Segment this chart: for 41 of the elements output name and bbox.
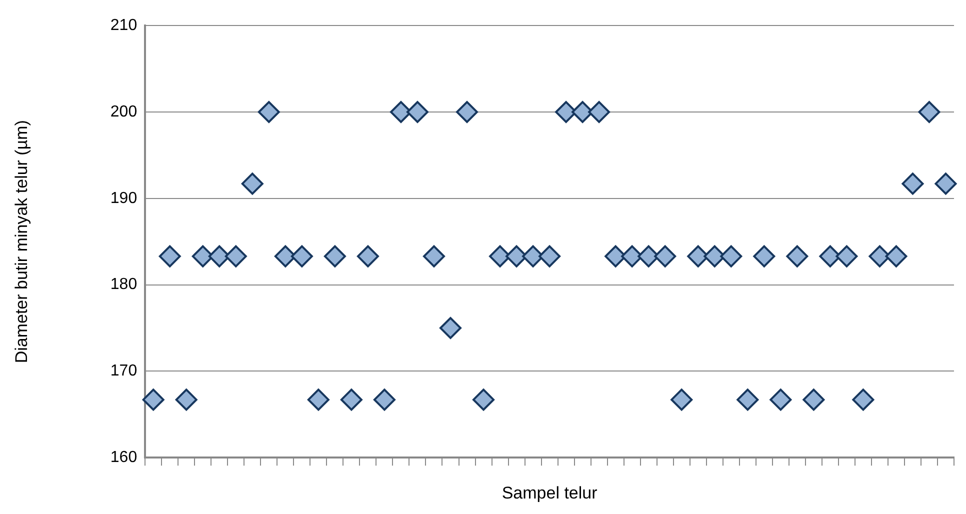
point [786, 245, 808, 268]
x-axis-title: Sampel telur [502, 483, 598, 502]
point [885, 245, 908, 268]
point [324, 245, 346, 268]
point [836, 245, 858, 268]
point [241, 172, 264, 195]
point [852, 388, 874, 411]
y-tick-label: 170 [110, 362, 138, 380]
point [307, 388, 330, 411]
y-tick-label: 200 [110, 103, 138, 120]
y-tick-label: 160 [110, 449, 138, 466]
point [456, 101, 478, 123]
point [142, 388, 164, 411]
y-axis-title: Diameter butir minyak telur (µm) [12, 120, 31, 364]
point [258, 101, 280, 123]
point [158, 245, 181, 268]
point [654, 245, 676, 268]
point [373, 388, 396, 411]
point [736, 388, 759, 411]
point [440, 317, 462, 339]
point [356, 245, 379, 268]
point [918, 101, 940, 123]
y-tick-label: 190 [110, 190, 138, 207]
point [588, 101, 610, 123]
point [902, 172, 924, 195]
point [340, 388, 362, 411]
point [934, 172, 957, 195]
point [472, 388, 495, 411]
point [802, 388, 825, 411]
point [753, 245, 776, 268]
point [224, 245, 247, 268]
point [670, 388, 693, 411]
point [538, 245, 561, 268]
point [175, 388, 198, 411]
y-tick-label: 180 [110, 276, 138, 294]
point [290, 245, 313, 268]
y-tick-label: 210 [110, 17, 138, 34]
point [770, 388, 792, 411]
point [406, 101, 428, 123]
point [720, 245, 742, 268]
point [422, 245, 445, 268]
